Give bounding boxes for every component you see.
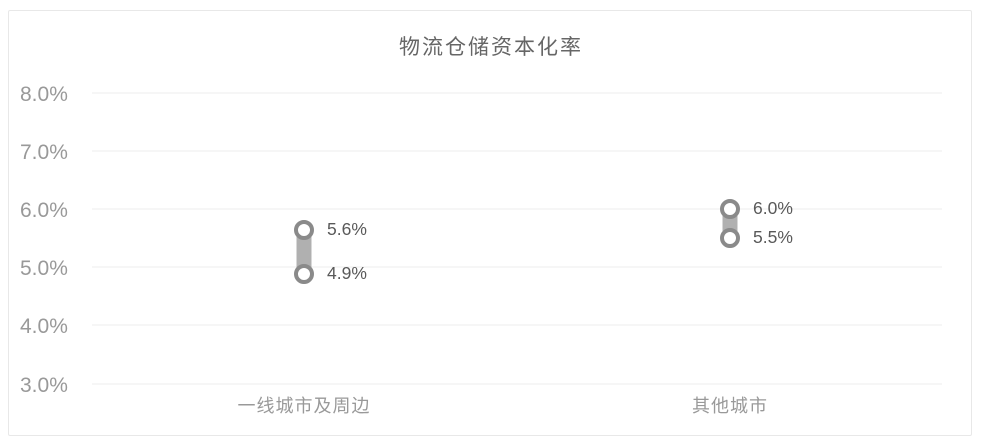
svg-text:一线城市及周边: 一线城市及周边 [238, 396, 371, 416]
svg-text:5.6%: 5.6% [327, 219, 367, 239]
svg-text:7.0%: 7.0% [20, 141, 68, 164]
svg-text:6.0%: 6.0% [20, 199, 68, 222]
svg-text:其他城市: 其他城市 [692, 396, 768, 416]
svg-text:5.5%: 5.5% [753, 227, 793, 247]
svg-text:4.9%: 4.9% [327, 263, 367, 283]
svg-text:3.0%: 3.0% [20, 374, 68, 397]
svg-text:4.0%: 4.0% [20, 315, 68, 338]
svg-text:6.0%: 6.0% [753, 198, 793, 218]
svg-text:8.0%: 8.0% [20, 83, 68, 106]
svg-text:5.0%: 5.0% [20, 257, 68, 280]
